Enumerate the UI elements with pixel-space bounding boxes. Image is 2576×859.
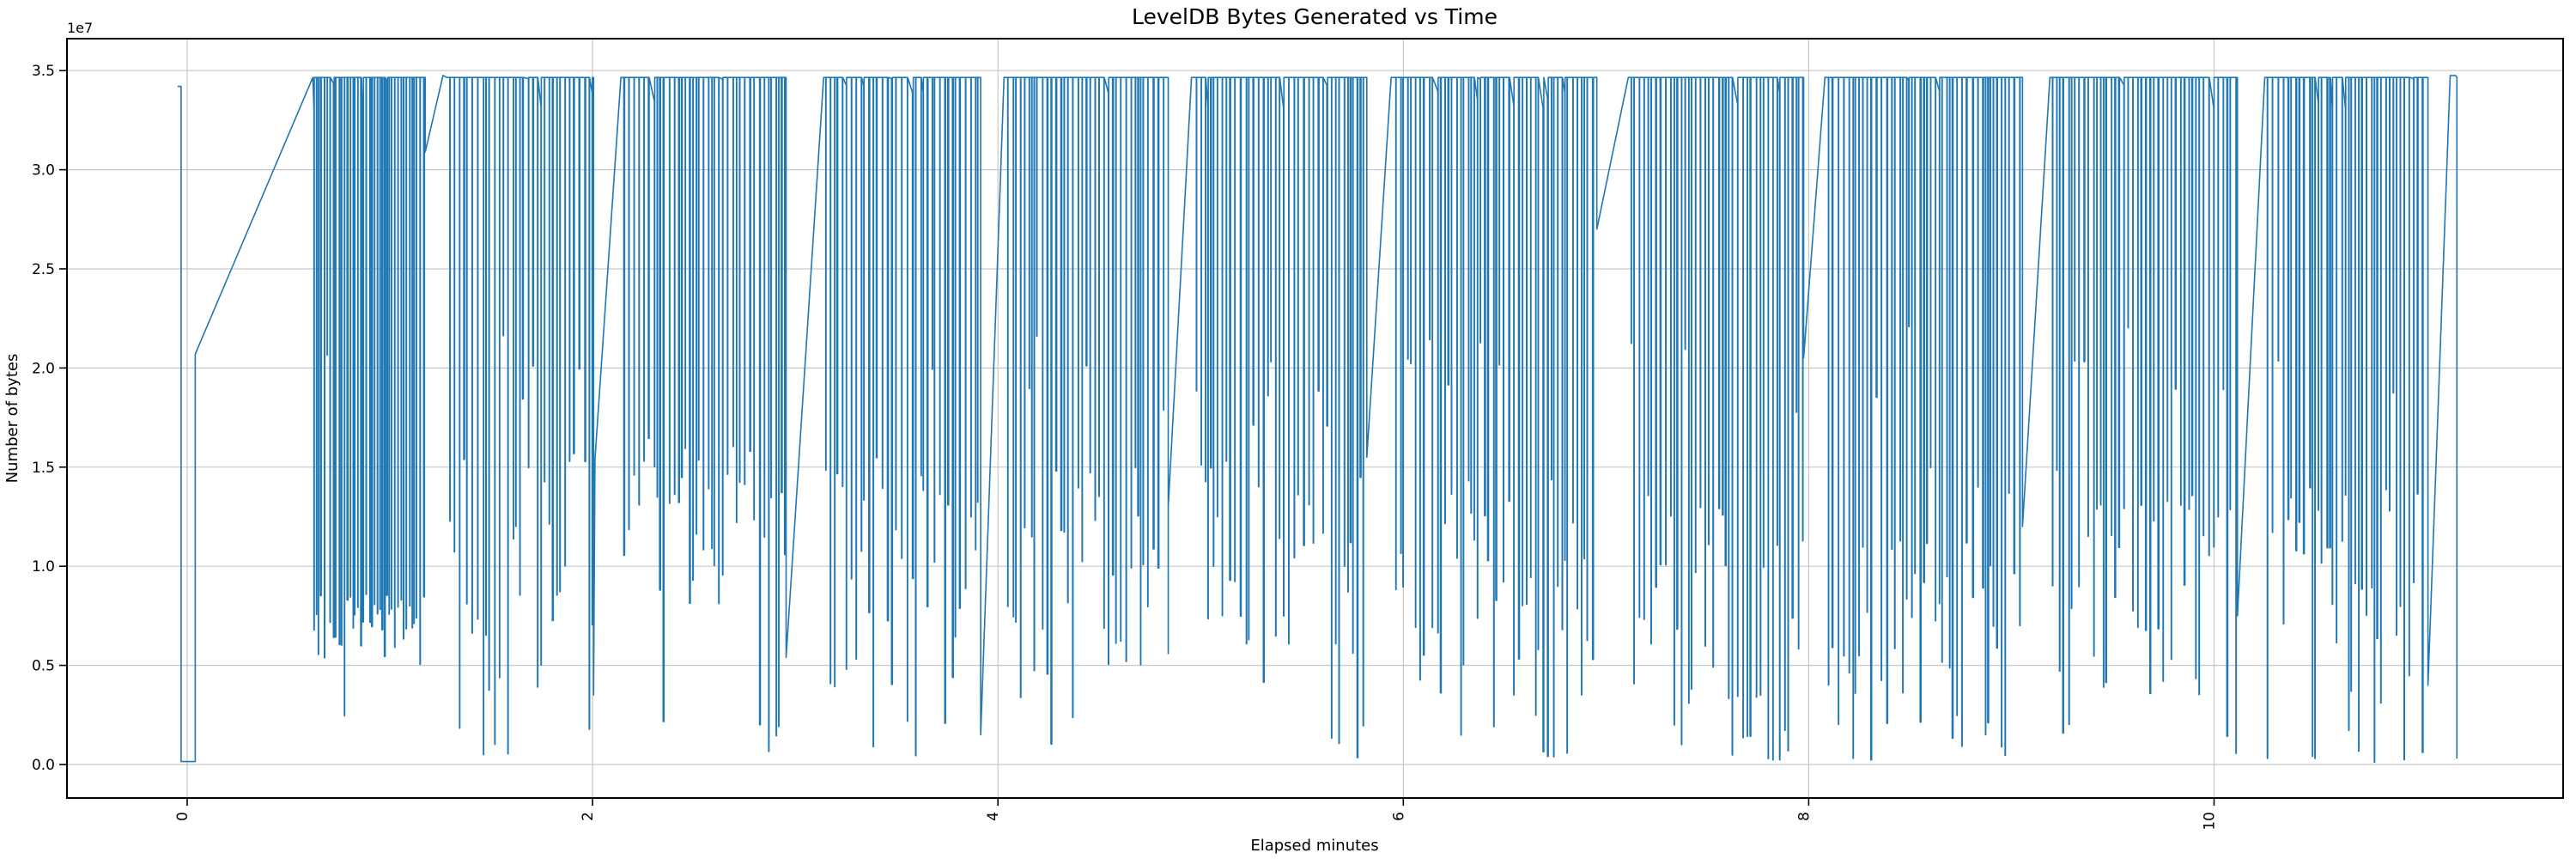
y-tick-label: 1.0 (32, 558, 55, 576)
x-tick-label: 2 (580, 812, 597, 821)
x-axis-tick-labels: 0 2 4 6 8 10 (174, 812, 2219, 831)
x-tick-label: 8 (1795, 812, 1813, 821)
x-tick-label: 4 (985, 812, 1002, 821)
chart-title: LevelDB Bytes Generated vs Time (1132, 4, 1498, 29)
y-axis-ticks (59, 70, 67, 765)
x-tick-label: 6 (1390, 812, 1407, 821)
plot-border (66, 38, 2564, 799)
x-tick-label: 0 (174, 812, 191, 821)
y-tick-label: 1.5 (32, 460, 55, 477)
y-tick-label: 3.0 (32, 162, 55, 180)
y-tick-label: 2.0 (32, 360, 55, 377)
y-axis-offset-label: 1e7 (67, 20, 93, 36)
x-axis-ticks (186, 798, 2215, 806)
y-tick-label: 0.5 (32, 658, 55, 675)
y-tick-label: 2.5 (32, 261, 55, 278)
y-axis-tick-labels: 0.0 0.5 1.0 1.5 2.0 2.5 3.0 3.5 (32, 63, 55, 774)
y-tick-label: 3.5 (32, 63, 55, 80)
x-tick-label: 10 (2202, 812, 2219, 831)
x-axis-label: Elapsed minutes (1250, 837, 1378, 855)
y-axis-label: Number of bytes (3, 354, 21, 484)
data-series-line (177, 75, 2458, 764)
y-tick-label: 0.0 (32, 757, 55, 774)
